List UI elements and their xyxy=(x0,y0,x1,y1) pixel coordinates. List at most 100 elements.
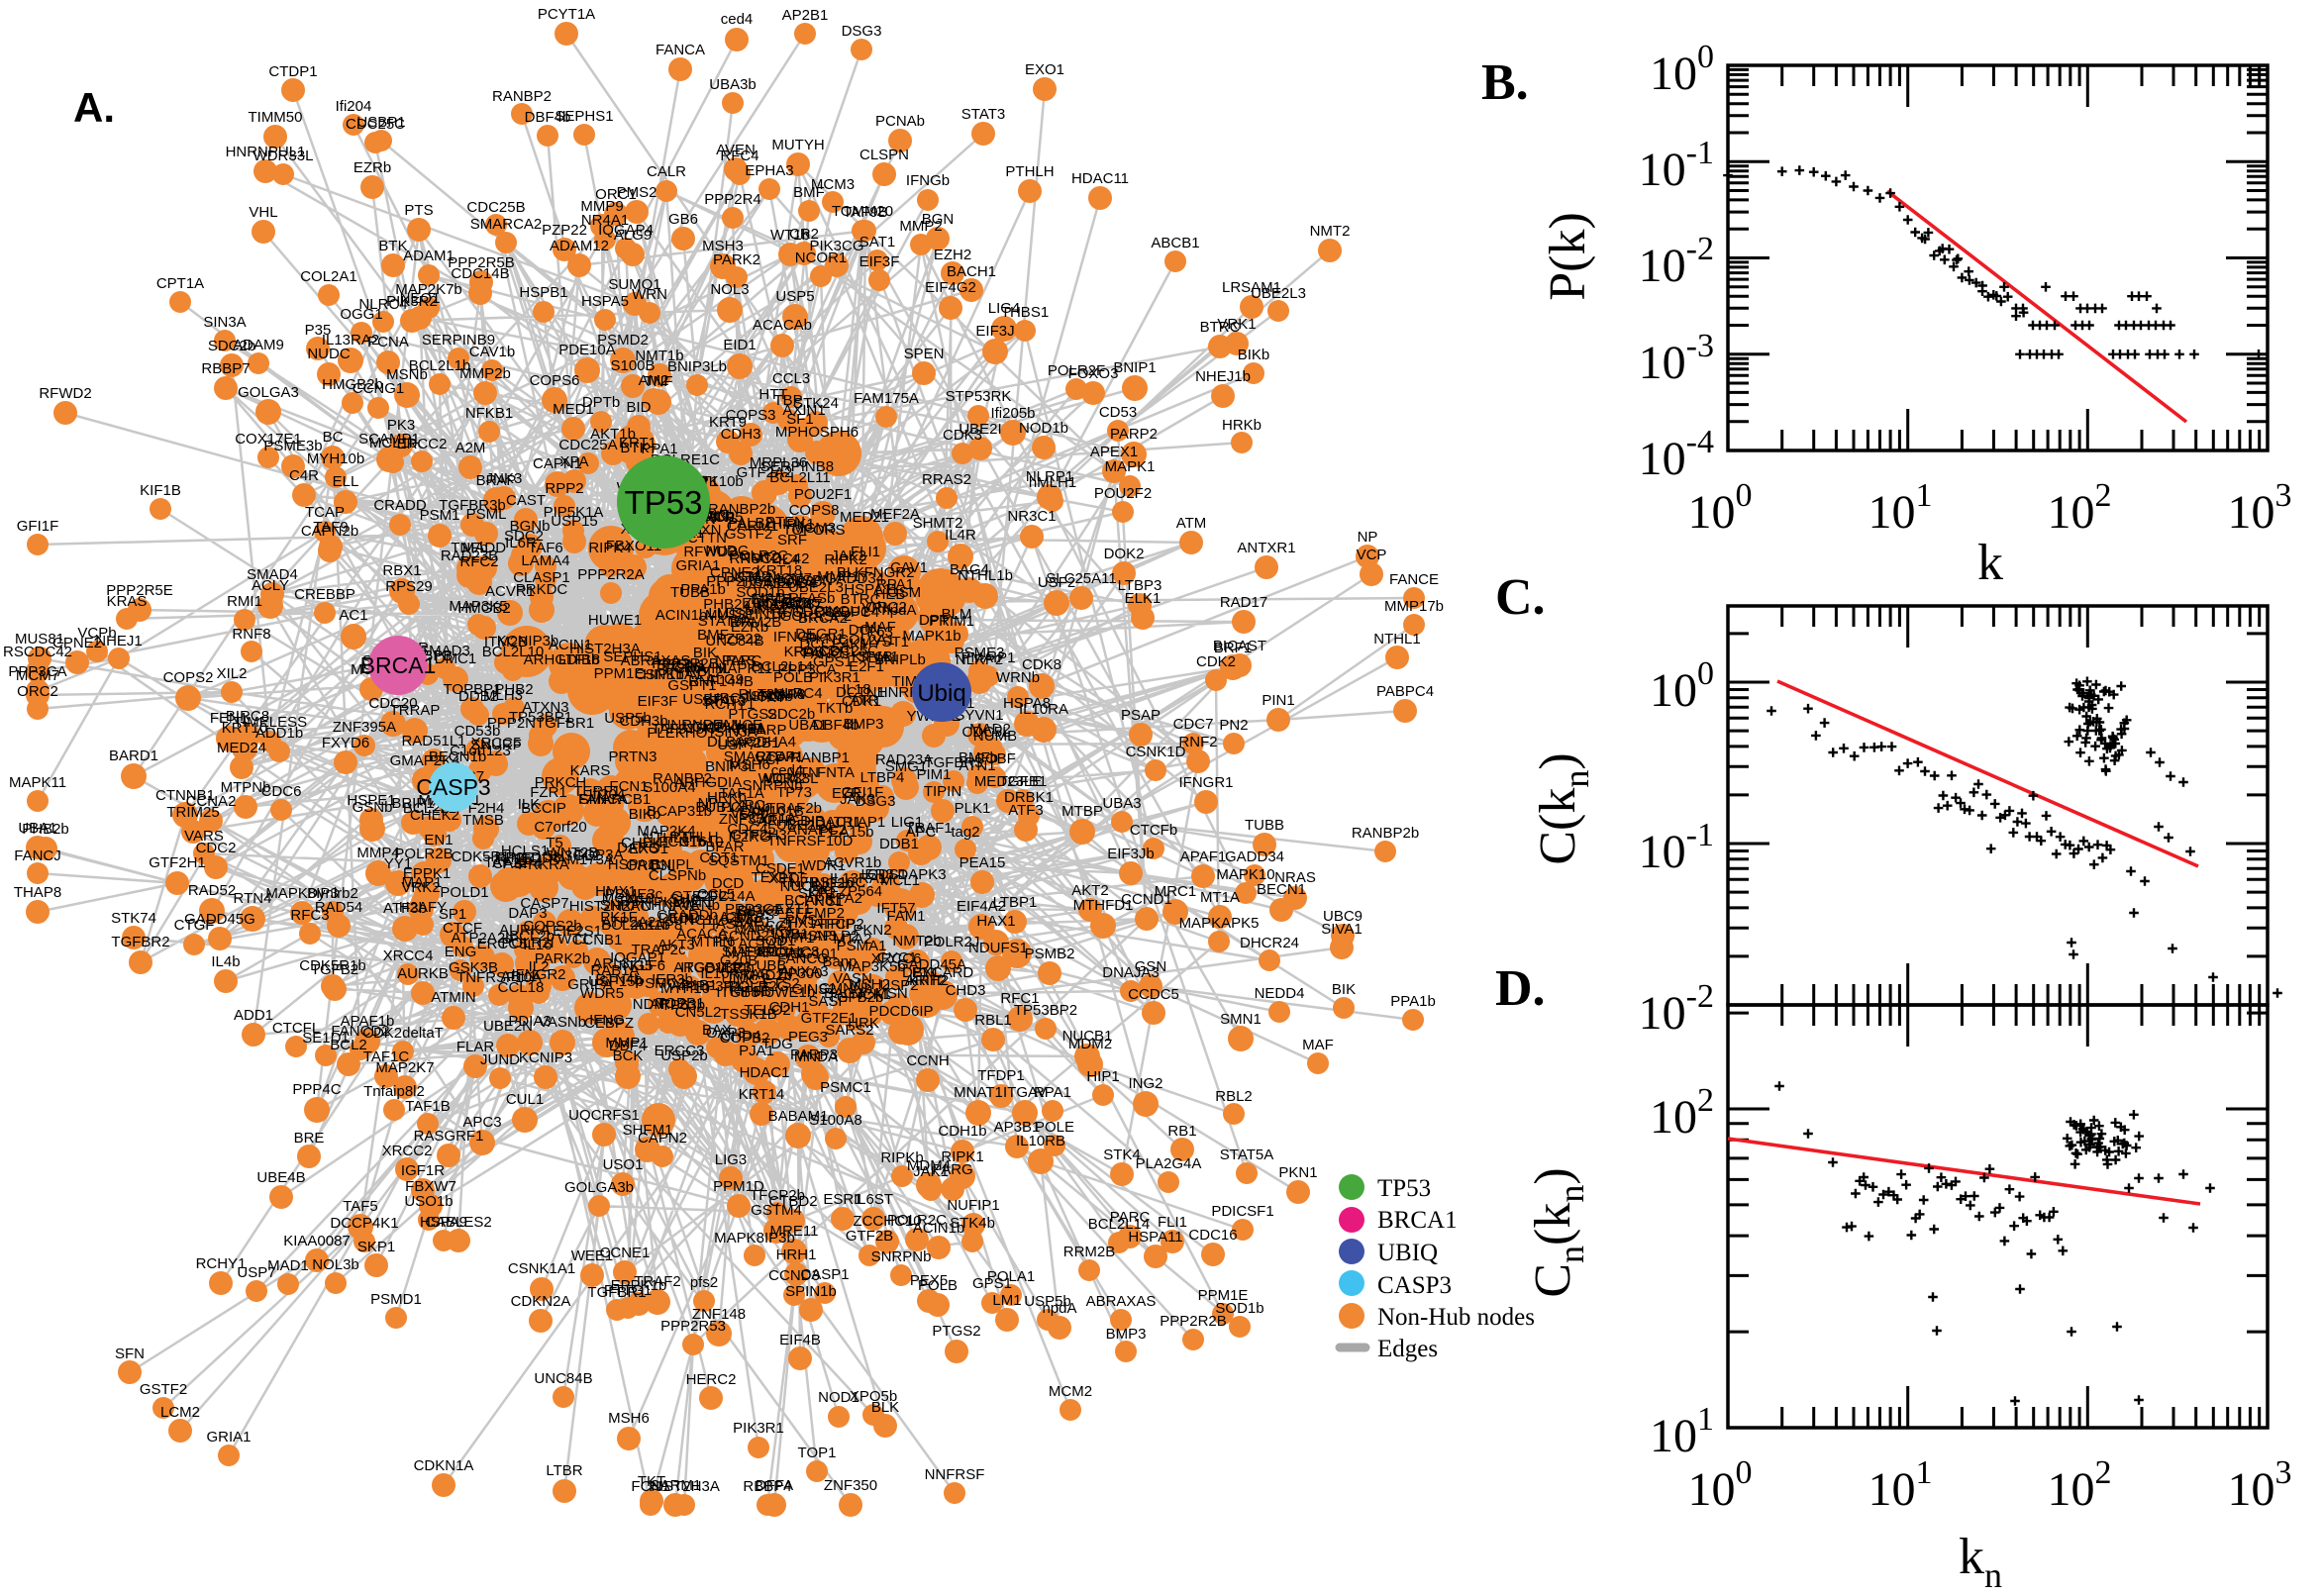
svg-text:PPM1E: PPM1E xyxy=(1198,1287,1249,1304)
svg-text:C(kn): C(kn) xyxy=(1530,752,1596,864)
svg-text:P35: P35 xyxy=(305,322,332,339)
svg-text:MAF: MAF xyxy=(864,619,896,636)
svg-text:ATM: ATM xyxy=(1176,515,1207,532)
svg-text:UIMC1: UIMC1 xyxy=(722,971,768,988)
svg-text:TNFRSF10D: TNFRSF10D xyxy=(767,833,854,849)
svg-text:EZRb: EZRb xyxy=(731,619,768,636)
svg-text:DPTb: DPTb xyxy=(582,394,620,411)
svg-text:LTBR: LTBR xyxy=(546,1462,582,1479)
svg-text:NEDD4: NEDD4 xyxy=(1255,985,1305,1002)
svg-text:SLC25A11: SLC25A11 xyxy=(1046,570,1116,587)
svg-text:TFCP2: TFCP2 xyxy=(817,916,864,933)
svg-text:MAPK1: MAPK1 xyxy=(1105,458,1156,475)
svg-text:PJA1: PJA1 xyxy=(739,1043,774,1059)
svg-text:TAF4: TAF4 xyxy=(617,893,653,910)
svg-text:PSMD2: PSMD2 xyxy=(597,332,649,349)
svg-text:CDH1: CDH1 xyxy=(769,999,810,1016)
svg-text:TGFBR2: TGFBR2 xyxy=(111,934,169,950)
svg-text:ORC3L: ORC3L xyxy=(626,857,675,874)
svg-text:TAF9B: TAF9B xyxy=(843,204,888,221)
svg-text:D.: D. xyxy=(1495,960,1546,1017)
svg-text:MSH3: MSH3 xyxy=(702,238,744,254)
svg-text:PARP3: PARP3 xyxy=(790,1047,838,1063)
svg-text:XRCC1: XRCC1 xyxy=(745,918,795,935)
svg-text:USP5b: USP5b xyxy=(1024,1293,1071,1310)
svg-text:CTCFL: CTCFL xyxy=(272,1020,320,1037)
svg-text:ZHX1: ZHX1 xyxy=(778,915,816,932)
svg-text:NRAS: NRAS xyxy=(1274,869,1316,886)
svg-text:COL2A1: COL2A1 xyxy=(838,632,895,648)
svg-text:NEDD4: NEDD4 xyxy=(766,575,817,592)
svg-text:EIF4G2: EIF4G2 xyxy=(925,279,976,296)
svg-text:ACACA: ACACA xyxy=(676,926,728,943)
svg-text:SDC2b: SDC2b xyxy=(767,706,815,723)
svg-text:RIPK4: RIPK4 xyxy=(588,540,631,556)
svg-text:COL2A1: COL2A1 xyxy=(300,268,357,285)
svg-text:MCM2: MCM2 xyxy=(763,770,807,787)
svg-text:RBL2: RBL2 xyxy=(1215,1088,1253,1105)
svg-text:HRKb: HRKb xyxy=(707,789,747,806)
svg-text:MED21: MED21 xyxy=(840,509,889,526)
svg-text:CUL1: CUL1 xyxy=(506,1091,544,1108)
svg-text:TIPIN: TIPIN xyxy=(924,783,961,800)
svg-text:HAX1: HAX1 xyxy=(976,913,1015,930)
svg-text:C.: C. xyxy=(1495,569,1546,626)
svg-text:XIL2: XIL2 xyxy=(217,665,248,682)
svg-text:COPS2b: COPS2b xyxy=(523,918,581,935)
svg-text:TOP1: TOP1 xyxy=(798,1445,837,1461)
svg-text:BUB1: BUB1 xyxy=(695,799,734,816)
svg-text:ORC2: ORC2 xyxy=(17,683,58,700)
svg-text:RIPK5: RIPK5 xyxy=(737,903,779,920)
svg-text:ATF3b: ATF3b xyxy=(383,900,427,917)
svg-text:OVL2: OVL2 xyxy=(704,960,742,977)
svg-text:MCM3: MCM3 xyxy=(792,520,836,537)
svg-text:SQSTM1: SQSTM1 xyxy=(708,852,769,869)
svg-text:FANCE: FANCE xyxy=(713,717,762,734)
svg-text:RANBP1: RANBP1 xyxy=(790,749,850,766)
svg-text:RBL2: RBL2 xyxy=(686,663,724,680)
svg-text:CHEK1: CHEK1 xyxy=(621,835,670,851)
svg-text:EPPK1: EPPK1 xyxy=(403,865,451,882)
svg-text:CARM1: CARM1 xyxy=(727,518,779,535)
svg-text:RRM2B: RRM2B xyxy=(1063,1244,1116,1260)
svg-text:BGN: BGN xyxy=(922,211,955,228)
svg-text:CSNK1A1: CSNK1A1 xyxy=(635,666,702,683)
svg-text:TRAF2b: TRAF2b xyxy=(766,800,822,817)
svg-text:LCM2: LCM2 xyxy=(683,719,723,736)
svg-text:YY1: YY1 xyxy=(384,855,412,872)
svg-text:APOA1: APOA1 xyxy=(756,945,805,961)
svg-text:FANCA: FANCA xyxy=(656,42,705,58)
svg-text:LM1: LM1 xyxy=(708,605,737,622)
svg-text:MCM7: MCM7 xyxy=(768,570,812,587)
svg-text:RAD23A: RAD23A xyxy=(875,751,933,768)
svg-text:RANBP2: RANBP2 xyxy=(492,88,552,105)
svg-text:STAT3: STAT3 xyxy=(961,106,1005,123)
svg-text:SMARCA4: SMARCA4 xyxy=(724,748,796,765)
svg-text:PRTN3: PRTN3 xyxy=(609,748,657,765)
svg-text:RAD23B: RAD23B xyxy=(441,548,498,564)
svg-text:RFWD2: RFWD2 xyxy=(39,385,91,402)
svg-text:Ifi205b: Ifi205b xyxy=(990,405,1035,422)
svg-text:EIF4B: EIF4B xyxy=(751,591,792,608)
svg-text:POLR2F: POLR2F xyxy=(1048,362,1105,379)
svg-text:NMT2b: NMT2b xyxy=(892,933,941,949)
svg-text:MYH10: MYH10 xyxy=(660,980,710,997)
svg-text:USBP1: USBP1 xyxy=(682,691,731,708)
svg-text:RRM2B: RRM2B xyxy=(730,614,782,631)
svg-text:RNF2: RNF2 xyxy=(1178,734,1217,750)
svg-text:DCN: DCN xyxy=(849,622,881,639)
svg-text:SIVA1: SIVA1 xyxy=(858,648,898,665)
svg-text:USP5b: USP5b xyxy=(604,710,652,727)
svg-text:PSMC1: PSMC1 xyxy=(820,1079,871,1096)
svg-text:EIF3J: EIF3J xyxy=(975,323,1014,340)
svg-text:KIF1B: KIF1B xyxy=(852,648,893,665)
svg-text:DEGR1: DEGR1 xyxy=(795,626,847,643)
svg-text:NMT2: NMT2 xyxy=(1310,223,1351,240)
svg-text:CDC25B: CDC25B xyxy=(466,199,525,216)
svg-text:XPC: XPC xyxy=(735,797,765,814)
svg-text:USBP1: USBP1 xyxy=(356,114,405,131)
svg-text:IFT57: IFT57 xyxy=(876,900,915,917)
svg-text:CEBPZ: CEBPZ xyxy=(584,1015,634,1032)
svg-text:GSTF2: GSTF2 xyxy=(140,1381,187,1398)
svg-text:Edges: Edges xyxy=(1377,1336,1438,1362)
